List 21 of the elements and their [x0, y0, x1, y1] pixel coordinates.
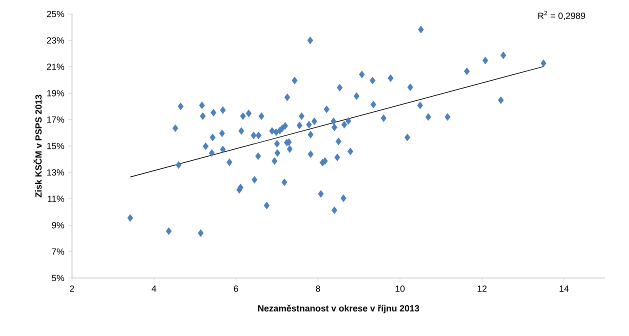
y-tick-label: 21% — [46, 64, 64, 70]
annotation: R$^{2}$ = 0,2989 — [538, 10, 586, 20]
y-tick-label: 11% — [48, 196, 64, 202]
x-tick-label: 12 — [478, 286, 487, 292]
x-tick-label: 14 — [560, 286, 569, 292]
y-axis-title: Zisk KSČM v PSPS 2013 — [34, 94, 42, 198]
y-tick-label: 7% — [52, 248, 64, 255]
y-tick-label: 23% — [46, 37, 64, 44]
y-tick-label: 9% — [52, 222, 64, 228]
y-tick-label: 25% — [46, 10, 64, 18]
y-tick-label: 13% — [47, 169, 64, 176]
x-tick-label: 10 — [396, 286, 405, 292]
x-tick-label: 6 — [234, 286, 238, 292]
x-tick-label: 2 — [70, 286, 74, 292]
y-tick-label: 15% — [47, 142, 64, 150]
y-tick-label: 19% — [47, 90, 64, 96]
x-tick-label: 4 — [152, 286, 156, 292]
x-axis-title: Nezaměstnanost v okrese v říjnu 2013 — [258, 304, 420, 314]
x-tick-label: 8 — [316, 286, 320, 292]
y-tick-label: 17% — [47, 116, 64, 123]
y-tick-label: 5% — [52, 274, 64, 282]
